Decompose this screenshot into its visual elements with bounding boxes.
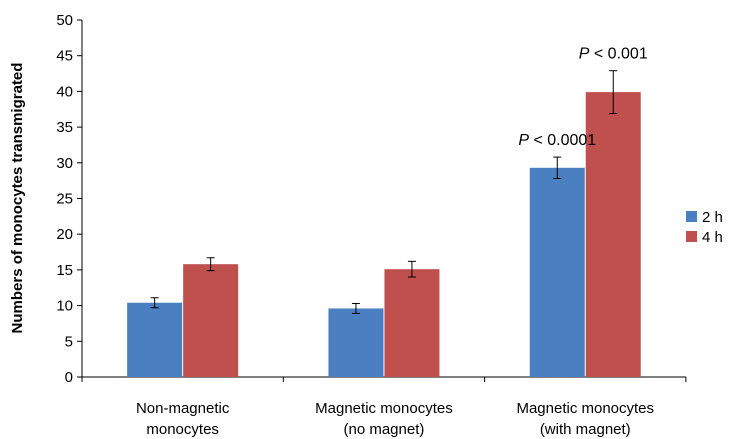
y-tick-label: 5 — [65, 333, 73, 350]
bar-2h-1 — [328, 308, 384, 377]
p-value-symbol: P — [518, 132, 529, 149]
p-value-annotation: P < 0.0001 — [518, 132, 596, 149]
legend-label: 2 h — [702, 209, 723, 226]
y-tick-label: 50 — [56, 12, 73, 29]
y-tick-label: 10 — [56, 298, 73, 315]
error-bars — [150, 70, 618, 314]
x-category-label: (with magnet) — [540, 421, 631, 438]
x-category-label: Magnetic monocytes — [516, 400, 654, 417]
p-value-annotation: P < 0.001 — [579, 46, 648, 63]
legend-swatch-4h — [686, 231, 697, 242]
y-tick-label: 30 — [56, 155, 73, 172]
bar-4h-0 — [183, 264, 239, 377]
x-category-label: monocytes — [146, 421, 219, 438]
p-value-symbol: P — [579, 46, 590, 63]
bar-4h-2 — [585, 92, 641, 377]
x-category-label: (no magnet) — [344, 421, 425, 438]
y-axis-label-group: Numbers of monocytes transmigrated — [9, 63, 26, 334]
y-tick-label: 15 — [56, 262, 73, 279]
y-axis-label: Numbers of monocytes transmigrated — [9, 63, 26, 334]
y-tick-label: 45 — [56, 48, 73, 65]
legend-swatch-2h — [686, 211, 697, 222]
y-tick-label: 40 — [56, 83, 73, 100]
p-value-text: < 0.001 — [589, 46, 647, 63]
x-category-labels: Non-magnetic monocytes Magnetic monocytes (… — [136, 400, 654, 438]
y-tick-label: 35 — [56, 119, 73, 136]
x-category-label: Magnetic monocytes — [315, 400, 453, 417]
y-tick-label: 0 — [65, 369, 73, 386]
y-tick-label: 20 — [56, 226, 73, 243]
y-tick-label: 25 — [56, 191, 73, 208]
bar-2h-0 — [127, 302, 183, 377]
x-category-label: Non-magnetic — [136, 400, 230, 417]
p-value-text: < 0.0001 — [529, 132, 596, 149]
bar-4h-1 — [384, 269, 440, 377]
legend-label: 4 h — [702, 229, 723, 246]
bars — [127, 92, 641, 377]
legend: 2 h4 h — [686, 209, 723, 246]
bar-2h-2 — [529, 167, 585, 377]
y-ticks: 0 5 10 15 20 25 30 35 40 45 50 — [56, 12, 82, 386]
